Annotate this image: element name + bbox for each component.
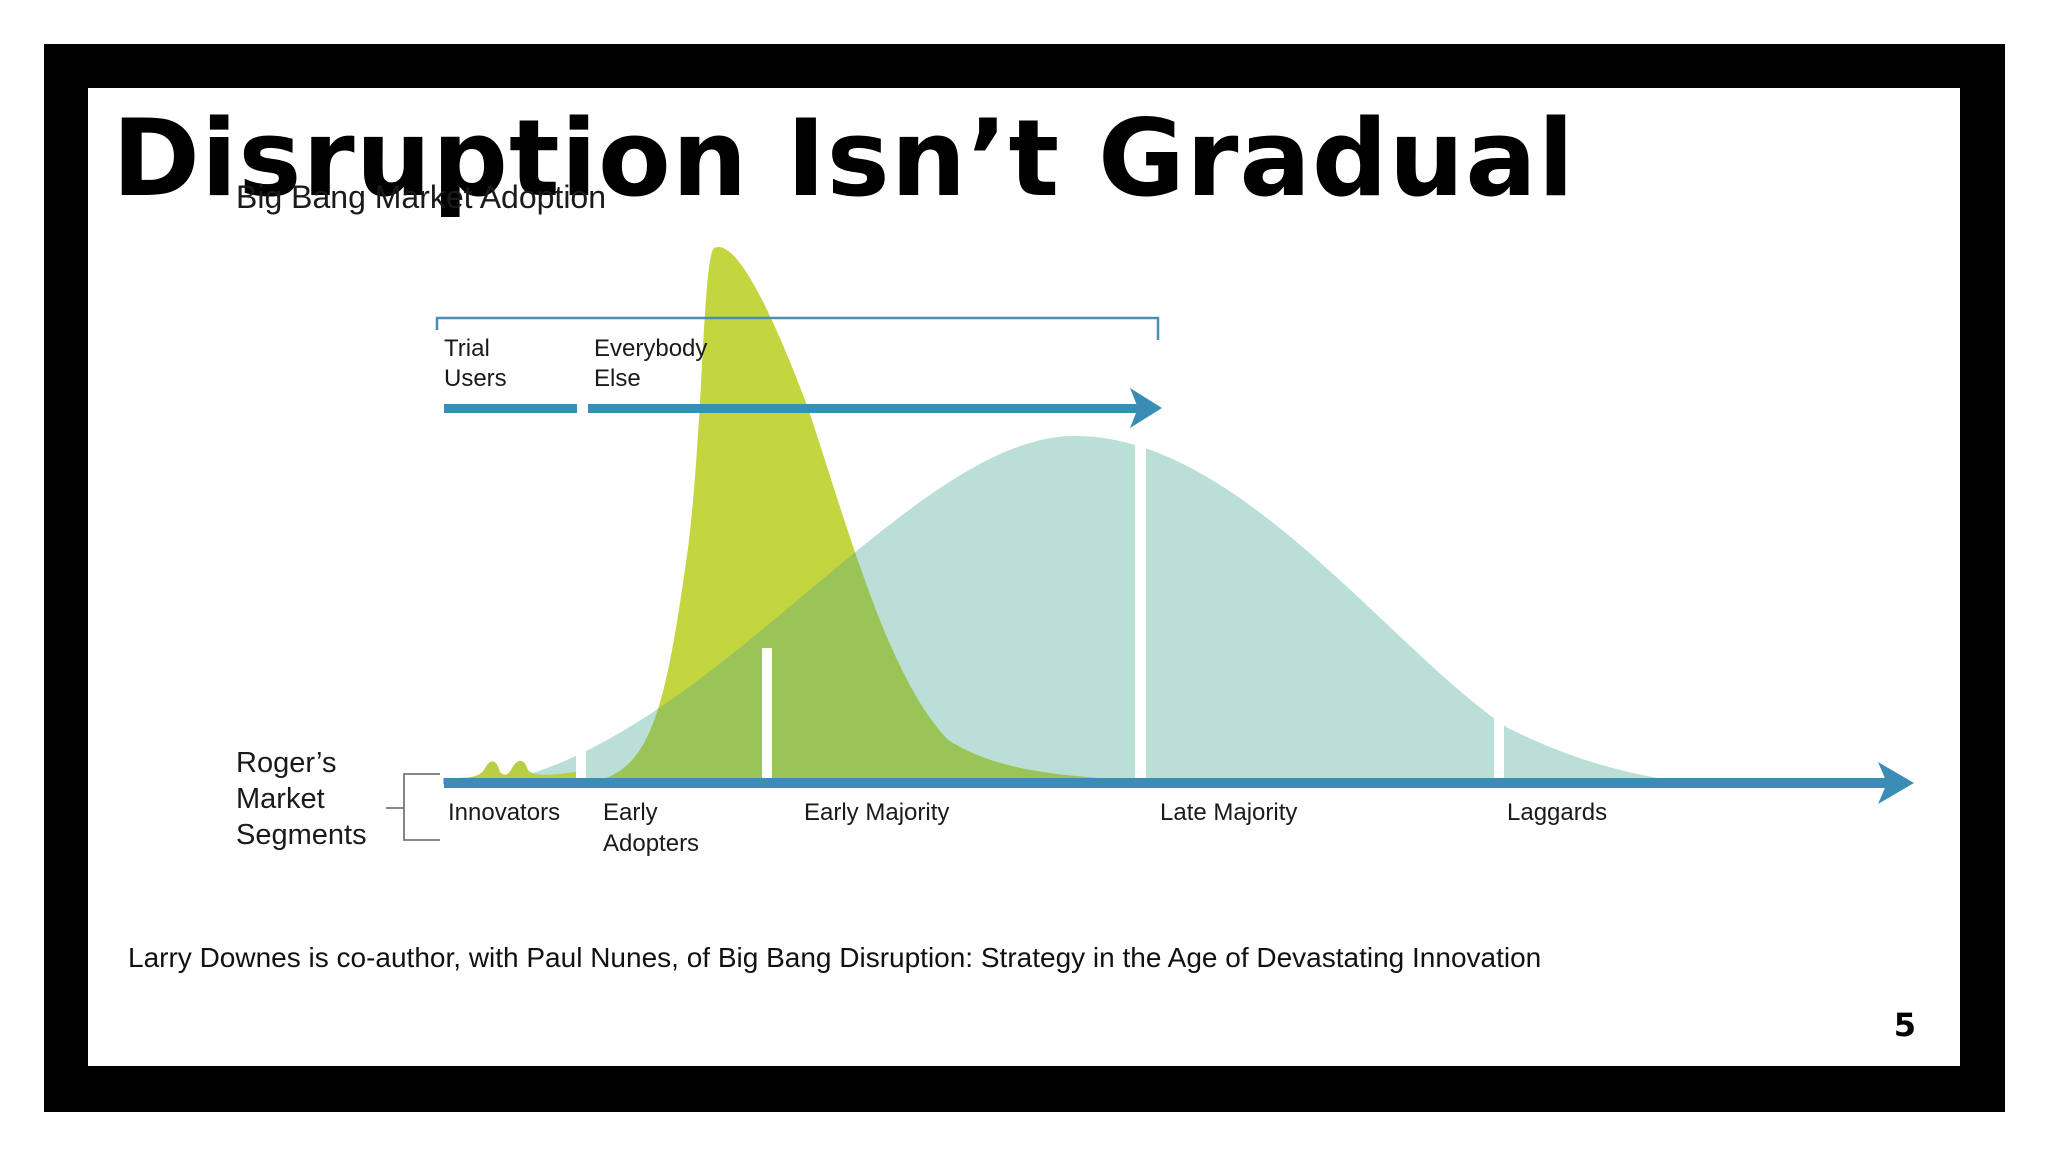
divider-innovators <box>576 728 586 790</box>
segments-axis-arrowhead <box>1878 762 1914 804</box>
divider-late-majority <box>1494 648 1504 790</box>
everybody-else-arrow-shaft <box>588 404 1148 413</box>
segment-late-majority: Late Majority <box>1160 799 1297 826</box>
overlap-region <box>578 435 1218 784</box>
slide-caption: Larry Downes is co-author, with Paul Nun… <box>128 942 1542 973</box>
divider-early-majority <box>1135 428 1146 790</box>
diagram-heading: Big Bang Market Adoption <box>236 179 606 215</box>
segment-laggards: Laggards <box>1507 799 1607 826</box>
slide-title: Disruption Isn’t Gradual <box>112 97 1576 220</box>
divider-early-adopters <box>762 648 772 790</box>
page-number: 5 <box>1893 1006 1916 1044</box>
everybody-else-arrowhead <box>1130 388 1162 428</box>
segments-axis-shaft <box>444 778 1900 788</box>
everybody-else-label: Everybody Else <box>594 335 714 392</box>
segment-innovators: Innovators <box>448 799 560 826</box>
top-bracket <box>435 316 1160 340</box>
slide: Disruption Isn’t Gradual Big Bang Market… <box>88 88 1960 1066</box>
rogers-market-segments-label: Roger’s Market Segments <box>236 747 367 851</box>
segment-early-adopters: Early Adopters <box>603 799 699 857</box>
adoption-diagram: Big Bang Market Adoption Trial Users Eve… <box>236 179 1914 857</box>
segment-early-majority: Early Majority <box>804 799 949 826</box>
rogers-bracket <box>386 773 440 841</box>
trial-users-arrow <box>444 404 577 413</box>
trial-users-label: Trial Users <box>444 335 507 392</box>
